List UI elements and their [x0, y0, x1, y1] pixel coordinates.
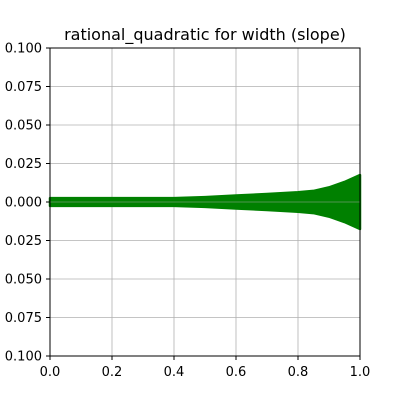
x-tick-label-1: 0.2 [102, 365, 123, 380]
y-tick-label-6: 0.050 [5, 273, 42, 288]
x-tick-label-2: 0.4 [164, 365, 185, 380]
series-lower-line-0-1 [50, 203, 361, 221]
y-tick-label-8: 0.100 [5, 350, 42, 365]
x-tick-label-3: 0.6 [226, 365, 247, 380]
series-upper-line-0-1 [50, 183, 361, 201]
y-tick-label-3: 0.025 [5, 157, 42, 172]
plot-area: 0.0 0.2 0.4 0.6 0.8 1.0 0.100 0.075 0.050 0.025 0.… [5, 42, 371, 381]
chart-title: rational_quadratic for width (slope) [64, 25, 346, 45]
y-tick-label-0: 0.100 [5, 42, 42, 57]
y-tick-label-2: 0.050 [5, 119, 42, 134]
y-tick-label-4: 0.000 [5, 196, 42, 211]
y-tick-label-5: 0.025 [5, 234, 42, 249]
x-tick-label-0: 0.0 [40, 365, 61, 380]
x-tick-label-4: 0.8 [288, 365, 309, 380]
y-tick-label-7: 0.075 [5, 311, 42, 326]
y-tick-label-1: 0.075 [5, 80, 42, 95]
x-tick-label-5: 1.0 [350, 365, 371, 380]
